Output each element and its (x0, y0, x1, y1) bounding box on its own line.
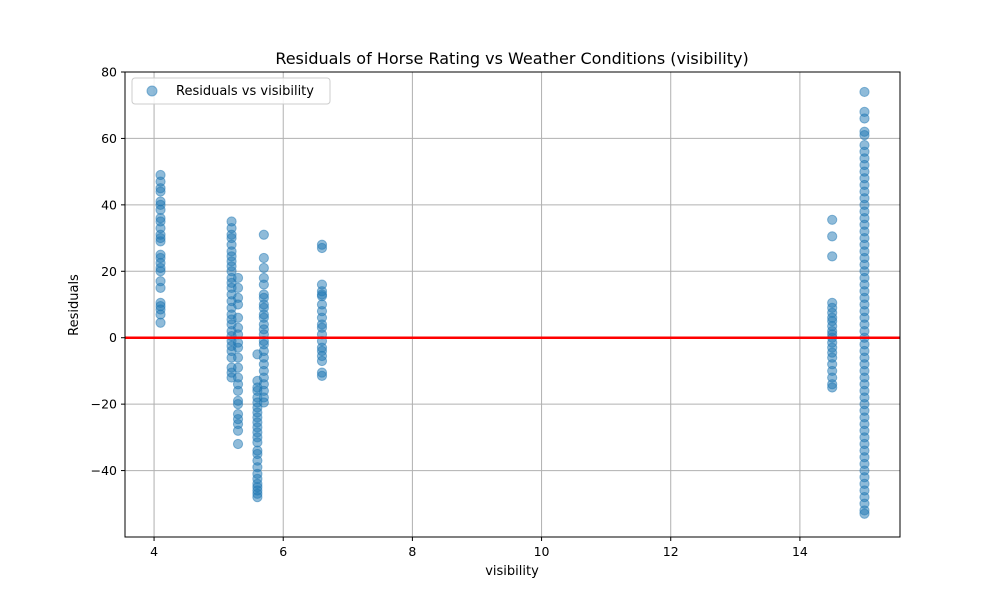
y-tick-label: 80 (101, 65, 117, 80)
data-point (258, 252, 269, 264)
data-point (258, 229, 269, 240)
data-point (232, 362, 244, 373)
data-point (827, 251, 838, 262)
chart-title: Residuals of Horse Rating vs Weather Con… (275, 49, 748, 68)
data-point (316, 370, 328, 382)
data-point (859, 130, 870, 141)
legend-label: Residuals vs visibility (176, 84, 314, 99)
data-points (155, 86, 870, 519)
plot-frame (124, 71, 901, 538)
data-point (316, 355, 328, 367)
y-tick-label: −20 (91, 397, 117, 412)
data-point (859, 113, 870, 124)
x-tick-label: 8 (408, 544, 416, 559)
data-point (232, 282, 244, 293)
legend: Residuals vs visibility (131, 77, 331, 105)
data-point (827, 231, 838, 242)
data-point (232, 312, 244, 323)
data-point (258, 279, 269, 290)
legend-box (131, 77, 331, 105)
data-point (232, 399, 244, 410)
data-point (316, 242, 328, 254)
data-point (155, 282, 166, 293)
data-point (155, 317, 166, 328)
y-axis-label: Residuals (67, 274, 82, 336)
data-point (232, 272, 244, 284)
x-tick-label: 10 (534, 544, 550, 559)
x-tick-label: 6 (279, 544, 287, 559)
legend-marker (146, 85, 158, 97)
y-tick-label: 40 (101, 197, 117, 212)
y-tick-label: 20 (101, 264, 117, 279)
data-point (232, 299, 244, 310)
data-point (258, 262, 269, 274)
data-point (232, 385, 244, 396)
data-point (827, 382, 838, 393)
data-point (155, 186, 166, 197)
y-axis-ticks: −40 −20 0 20 40 60 80 (91, 65, 125, 478)
y-tick-label: −40 (91, 463, 117, 478)
data-point (155, 236, 166, 247)
x-tick-label: 14 (792, 544, 808, 559)
data-point (232, 438, 244, 450)
data-point (232, 342, 244, 353)
data-point (827, 214, 838, 225)
x-axis-ticks: 4 6 8 10 12 14 (150, 537, 808, 559)
x-tick-label: 12 (663, 544, 679, 559)
x-axis-label: visibility (485, 564, 539, 579)
data-point (258, 397, 269, 408)
x-tick-label: 4 (150, 544, 158, 559)
data-point (859, 86, 870, 98)
data-point (859, 508, 870, 519)
data-point (232, 425, 244, 436)
data-point (252, 492, 263, 503)
data-point (232, 352, 244, 363)
data-point (155, 266, 166, 277)
y-tick-label: 0 (109, 330, 117, 345)
y-tick-label: 60 (101, 131, 117, 146)
